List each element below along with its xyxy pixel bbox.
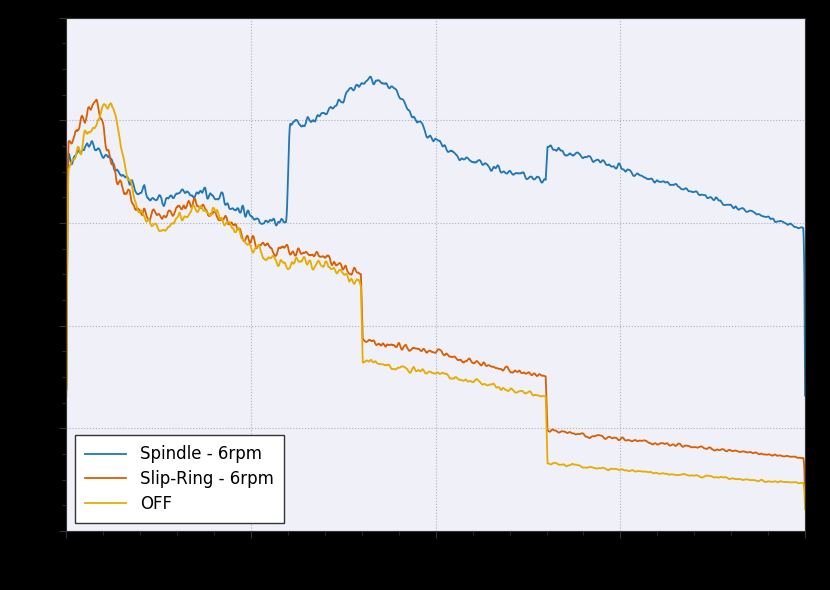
Spindle - 6rpm [643,176,653,183]
Spindle - 6rpm [402,103,412,110]
Slip-Ring - 6rpm [643,439,653,446]
Spindle - 6rpm [61,386,71,394]
Slip-Ring - 6rpm [100,132,110,139]
Slip-Ring - 6rpm [91,96,101,103]
OFF [402,365,412,372]
Slip-Ring - 6rpm [421,349,431,356]
OFF [800,506,810,513]
Slip-Ring - 6rpm [779,453,788,460]
Line: Slip-Ring - 6rpm: Slip-Ring - 6rpm [66,100,805,498]
Line: OFF: OFF [66,103,805,510]
OFF [421,370,431,377]
Spindle - 6rpm [421,132,431,139]
Spindle - 6rpm [365,73,375,80]
Slip-Ring - 6rpm [402,342,412,349]
Spindle - 6rpm [800,392,810,399]
OFF [61,393,71,400]
OFF [105,100,115,107]
Spindle - 6rpm [99,154,109,161]
Slip-Ring - 6rpm [61,385,71,392]
Slip-Ring - 6rpm [800,494,810,501]
OFF [643,468,653,476]
OFF [99,100,109,107]
Slip-Ring - 6rpm [779,453,789,460]
Spindle - 6rpm [779,219,789,226]
Line: Spindle - 6rpm: Spindle - 6rpm [66,77,805,395]
OFF [779,478,788,486]
OFF [779,478,789,486]
Spindle - 6rpm [779,219,788,226]
Legend: Spindle - 6rpm, Slip-Ring - 6rpm, OFF: Spindle - 6rpm, Slip-Ring - 6rpm, OFF [75,435,284,523]
